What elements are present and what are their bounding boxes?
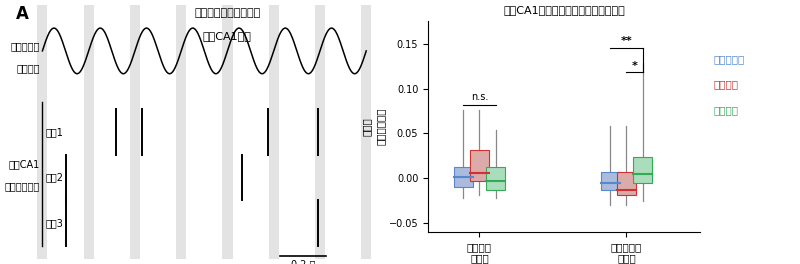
FancyBboxPatch shape bbox=[601, 172, 620, 190]
Text: 細胞3: 細胞3 bbox=[45, 218, 63, 228]
FancyBboxPatch shape bbox=[454, 167, 473, 187]
FancyBboxPatch shape bbox=[617, 172, 636, 195]
FancyBboxPatch shape bbox=[38, 5, 47, 259]
FancyBboxPatch shape bbox=[470, 150, 489, 181]
Text: 海馬CA1細胞: 海馬CA1細胞 bbox=[202, 31, 252, 41]
Text: 海馬CA1の二細胞の同時スパイク発火: 海馬CA1の二細胞の同時スパイク発火 bbox=[503, 5, 625, 15]
Text: 海馬CA1: 海馬CA1 bbox=[9, 159, 40, 169]
FancyBboxPatch shape bbox=[83, 5, 94, 259]
FancyBboxPatch shape bbox=[269, 5, 279, 259]
FancyBboxPatch shape bbox=[633, 157, 652, 183]
Y-axis label: 二細胞
同時発火頻度: 二細胞 同時発火頻度 bbox=[362, 108, 386, 145]
FancyBboxPatch shape bbox=[486, 167, 505, 190]
Text: 記憶形成前: 記憶形成前 bbox=[714, 54, 745, 64]
Text: B: B bbox=[374, 0, 386, 1]
Text: **: ** bbox=[621, 36, 632, 46]
Text: 細胞1: 細胞1 bbox=[45, 127, 63, 137]
Text: 前帯状皮質: 前帯状皮質 bbox=[10, 41, 40, 51]
Text: *: * bbox=[632, 60, 638, 70]
Text: シータ波: シータ波 bbox=[16, 64, 40, 74]
FancyBboxPatch shape bbox=[222, 5, 233, 259]
Text: 細胞2: 細胞2 bbox=[45, 173, 63, 183]
Text: 前帯状皮質と同期する: 前帯状皮質と同期する bbox=[194, 8, 260, 18]
Text: 近時記憶: 近時記憶 bbox=[714, 79, 738, 89]
FancyBboxPatch shape bbox=[176, 5, 186, 259]
FancyBboxPatch shape bbox=[130, 5, 140, 259]
FancyBboxPatch shape bbox=[315, 5, 325, 259]
Text: A: A bbox=[16, 5, 29, 23]
Text: スパイク発火: スパイク発火 bbox=[5, 181, 40, 191]
Text: 遠隔記憶: 遠隔記憶 bbox=[714, 105, 738, 115]
Text: 0.2 秒: 0.2 秒 bbox=[291, 259, 315, 264]
Text: n.s.: n.s. bbox=[470, 92, 488, 102]
FancyBboxPatch shape bbox=[361, 5, 371, 259]
